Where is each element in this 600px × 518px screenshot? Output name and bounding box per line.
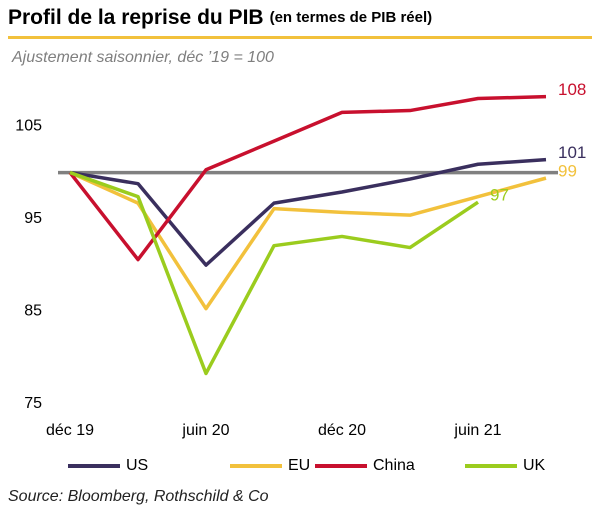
series-line xyxy=(69,170,547,311)
series-line xyxy=(68,94,547,262)
y-tick-label: 75 xyxy=(24,395,42,412)
y-tick-label: 95 xyxy=(24,210,42,227)
y-tick-label: 105 xyxy=(15,118,42,135)
legend-label: US xyxy=(126,457,148,474)
x-tick-label: déc 20 xyxy=(318,422,366,439)
x-tick-label: juin 20 xyxy=(181,422,229,439)
source: Source: Bloomberg, Rothschild & Co xyxy=(8,488,269,505)
title-note: (en termes de PIB réel) xyxy=(270,9,433,26)
legend-label: UK xyxy=(523,457,546,474)
end-label: 99 xyxy=(558,162,577,181)
series-line xyxy=(69,170,479,376)
chart-title: Profil de la reprise du PIB (en termes de… xyxy=(8,6,432,29)
x-tick-label: déc 19 xyxy=(46,422,94,439)
title-main: Profil de la reprise du PIB xyxy=(8,6,264,29)
end-label: 97 xyxy=(490,186,509,205)
end-label: 108 xyxy=(558,80,586,99)
subtitle: Ajustement saisonnier, déc ’19 = 100 xyxy=(11,49,274,66)
x-tick-label: juin 21 xyxy=(453,422,501,439)
legend-label: China xyxy=(373,457,415,474)
title-rule xyxy=(8,36,592,39)
end-label: 101 xyxy=(558,143,586,162)
series-line xyxy=(69,157,547,267)
legend-label: EU xyxy=(288,457,310,474)
y-tick-label: 85 xyxy=(24,303,42,320)
